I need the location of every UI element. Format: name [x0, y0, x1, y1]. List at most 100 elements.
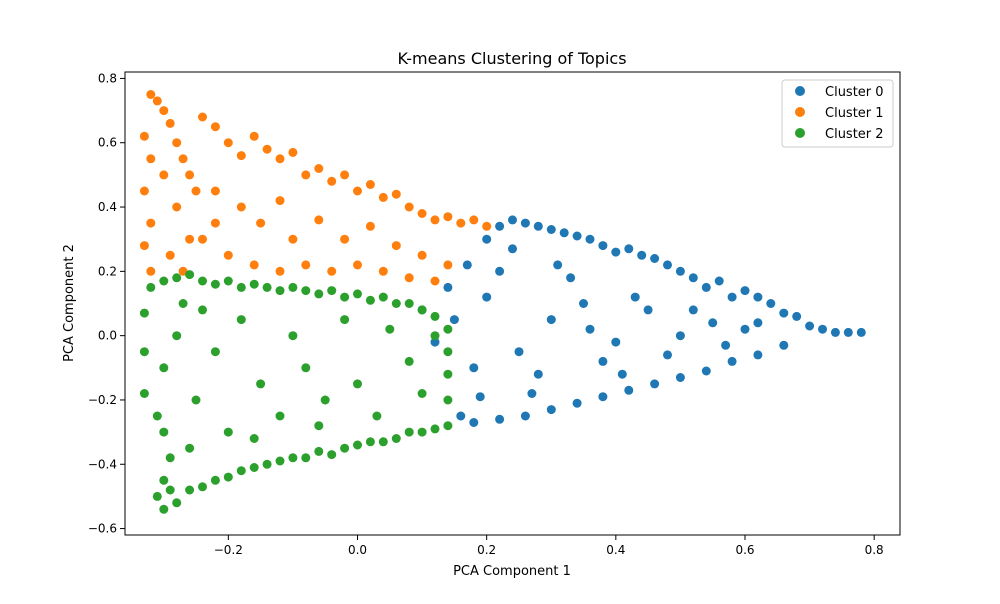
cluster-2-point [301, 363, 311, 373]
cluster-1-point [185, 170, 195, 180]
cluster-2-point [372, 411, 382, 421]
cluster-1-point [210, 186, 220, 196]
cluster-0-point [663, 350, 672, 360]
cluster-2-point [430, 311, 440, 321]
cluster-1-point [146, 218, 156, 228]
cluster-2-point [159, 363, 169, 373]
cluster-0-point [779, 308, 789, 318]
cluster-0-point [643, 305, 653, 315]
cluster-0-point [721, 340, 731, 350]
cluster-2-point [378, 292, 388, 302]
cluster-1-point [198, 234, 207, 244]
cluster-2-point [139, 308, 149, 318]
cluster-0-point [779, 340, 789, 350]
cluster-1-point [152, 96, 162, 106]
cluster-1-point [210, 218, 220, 228]
cluster-0-point [663, 260, 672, 270]
cluster-2-point [210, 279, 220, 289]
cluster-1-point [159, 170, 169, 180]
cluster-1-point [404, 202, 414, 212]
cluster-1-point [223, 250, 233, 260]
cluster-0-point [688, 273, 698, 283]
cluster-1-point [139, 186, 149, 196]
cluster-2-point [236, 315, 246, 325]
cluster-0-point [740, 324, 750, 334]
cluster-1-point [139, 241, 149, 251]
cluster-2-point [159, 475, 169, 485]
cluster-2-point [210, 475, 220, 485]
cluster-1-point [314, 164, 324, 173]
cluster-2-point [417, 305, 427, 315]
cluster-2-point [185, 485, 195, 495]
cluster-1-point [378, 192, 388, 202]
cluster-2-point [172, 331, 182, 341]
cluster-0-point [675, 266, 685, 276]
legend-marker-cluster-2 [795, 128, 805, 138]
x-tick-label: 0.4 [606, 543, 625, 557]
cluster-0-point [792, 311, 802, 321]
y-tick-label: 0.2 [98, 264, 117, 278]
cluster-0-point [508, 244, 517, 254]
cluster-1-point [236, 151, 246, 161]
cluster-0-point [701, 366, 711, 376]
x-tick-label: −0.2 [214, 543, 243, 557]
cluster-0-point [753, 318, 763, 328]
cluster-2-point [198, 482, 207, 492]
cluster-2-point [159, 504, 169, 514]
cluster-2-point [172, 498, 182, 508]
cluster-0-point [443, 282, 453, 292]
y-tick-label: 0.4 [98, 200, 117, 214]
cluster-0-point [495, 221, 505, 231]
cluster-1-point [456, 218, 466, 228]
cluster-2-point [210, 347, 220, 357]
cluster-1-point [146, 90, 156, 99]
cluster-2-point [314, 289, 324, 299]
cluster-1-point [146, 154, 156, 164]
cluster-1-point [172, 202, 182, 212]
cluster-1-point [159, 106, 169, 116]
cluster-2-point [256, 379, 266, 389]
cluster-2-point [146, 282, 156, 292]
cluster-2-point [198, 276, 207, 286]
cluster-2-point [262, 282, 272, 292]
cluster-2-point [320, 395, 330, 405]
cluster-2-point [314, 421, 324, 431]
cluster-2-point [165, 485, 175, 495]
cluster-2-point [288, 282, 298, 292]
cluster-1-point [417, 209, 427, 218]
cluster-0-point [753, 292, 763, 302]
y-tick-label: 0.6 [98, 136, 117, 150]
x-tick-label: 0.0 [348, 543, 367, 557]
cluster-1-point [443, 260, 453, 270]
cluster-1-point [314, 215, 324, 225]
cluster-0-point [572, 398, 582, 408]
cluster-0-point [553, 260, 563, 270]
cluster-2-point [430, 424, 440, 434]
cluster-0-point [449, 315, 459, 325]
cluster-1-point [443, 212, 453, 222]
cluster-0-point [495, 266, 505, 276]
cluster-1-point [198, 112, 207, 122]
legend-box [781, 79, 894, 148]
cluster-0-point [533, 221, 543, 231]
cluster-2-point [159, 427, 169, 437]
y-tick-label: −0.4 [88, 457, 117, 471]
cluster-2-point [327, 286, 337, 296]
cluster-0-point [708, 318, 718, 328]
cluster-2-point [365, 295, 375, 305]
cluster-2-point [340, 315, 350, 325]
cluster-1-point [353, 186, 362, 196]
cluster-2-point [185, 443, 195, 453]
cluster-2-point [404, 299, 414, 308]
cluster-0-point [617, 369, 627, 379]
cluster-2-point [223, 472, 233, 482]
cluster-1-point [275, 266, 285, 276]
cluster-1-point [404, 273, 414, 283]
cluster-1-point [430, 276, 440, 286]
cluster-2-point [365, 437, 375, 447]
cluster-1-point [469, 215, 479, 225]
cluster-0-point [546, 405, 556, 415]
cluster-0-point [533, 369, 543, 379]
x-tick-label: 0.6 [735, 543, 754, 557]
